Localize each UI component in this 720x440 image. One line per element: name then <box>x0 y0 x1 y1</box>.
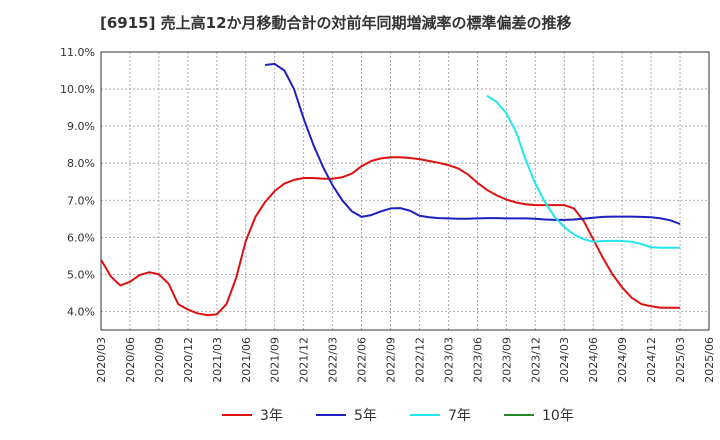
y-tick-label: 8.0% <box>67 157 95 170</box>
legend-item-4: 10年 <box>504 402 574 428</box>
x-tick-label: 2024/03 <box>558 337 571 383</box>
series-line-1 <box>100 156 680 317</box>
legend-label: 7年 <box>448 408 471 424</box>
x-tick-label: 2021/03 <box>211 337 224 383</box>
x-tick-label: 2024/12 <box>645 337 658 383</box>
grid-lines <box>100 51 710 330</box>
y-tick-label: 10.0% <box>60 83 95 96</box>
y-tick-label: 5.0% <box>67 268 95 281</box>
x-tick-label: 2025/06 <box>703 337 716 383</box>
legend-label: 3年 <box>260 408 283 424</box>
legend-swatch <box>316 414 346 416</box>
plot-background <box>101 52 709 330</box>
y-tick-label: 9.0% <box>67 120 95 133</box>
y-tick-label: 11.0% <box>60 46 95 59</box>
plot-frame <box>100 51 710 331</box>
x-tick-label: 2021/12 <box>298 337 311 383</box>
x-tick-label: 2021/09 <box>269 337 282 383</box>
x-tick-label: 2023/03 <box>442 337 455 383</box>
x-tick-label: 2024/09 <box>616 337 629 383</box>
legend-item-1: 3年 <box>222 402 283 428</box>
x-tick-label: 2023/12 <box>529 337 542 383</box>
x-tick-label: 2023/09 <box>500 337 513 383</box>
y-tick-label: 7.0% <box>67 194 95 207</box>
x-tick-labels: 2020/03 2020/06 2020/09 2020/12 2021/03 2021/… <box>95 337 716 383</box>
x-tick-label: 2020/03 <box>95 337 108 383</box>
x-tick-label: 2022/09 <box>385 337 398 383</box>
legend-item-3: 7年 <box>410 402 471 428</box>
x-tick-label: 2021/06 <box>240 337 253 383</box>
x-tick-label: 2022/06 <box>356 337 369 383</box>
y-tick-label: 6.0% <box>67 231 95 244</box>
legend-label: 5年 <box>354 408 377 424</box>
series-line-2 <box>264 62 681 225</box>
x-tick-label: 2023/06 <box>471 337 484 383</box>
series-line-3 <box>486 94 680 249</box>
legend: 3年 5年 7年 10年 <box>0 402 720 430</box>
x-tick-label: 2020/09 <box>153 337 166 383</box>
x-tick-label: 2025/03 <box>674 337 687 383</box>
legend-swatch <box>222 414 252 416</box>
legend-label: 10年 <box>542 408 574 424</box>
x-tick-label: 2022/03 <box>327 337 340 383</box>
chart-title: [6915] 売上高12か月移動合計の対前年同期増減率の標準偏差の推移 <box>100 14 572 32</box>
x-tick-label: 2024/06 <box>587 337 600 383</box>
legend-swatch <box>504 414 534 416</box>
y-tick-labels: 4.0% 5.0% 6.0% 7.0% 8.0% 9.0% 10.0% 11.0% <box>60 46 95 318</box>
series-layer <box>100 62 681 317</box>
legend-item-2: 5年 <box>316 402 377 428</box>
x-tick-label: 2020/12 <box>182 337 195 383</box>
axes <box>100 51 710 331</box>
chart-svg: 4.0% 5.0% 6.0% 7.0% 8.0% 9.0% 10.0% 11.0% 2020/… <box>60 46 716 383</box>
x-tick-label: 2022/12 <box>413 337 426 383</box>
y-tick-label: 4.0% <box>67 305 95 318</box>
x-tick-label: 2020/06 <box>124 337 137 383</box>
legend-swatch <box>410 414 440 416</box>
